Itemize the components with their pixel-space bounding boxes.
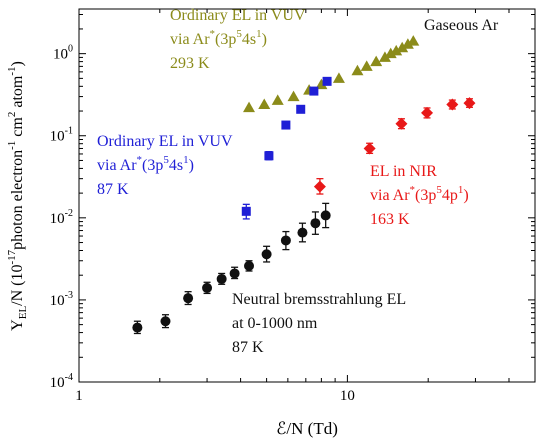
data-point	[315, 78, 328, 90]
x-tick-label: 10	[340, 388, 355, 404]
data-point	[332, 72, 345, 83]
data-point	[446, 98, 459, 111]
data-point	[258, 98, 271, 110]
data-point	[202, 282, 213, 293]
data-point	[280, 235, 291, 246]
data-point	[360, 60, 373, 71]
y-axis-label: YEL/N (10-17photon electron-1 cm2 atom-1…	[6, 61, 29, 331]
data-point	[264, 151, 274, 161]
data-point	[384, 47, 397, 59]
y-tick-label: 100	[53, 44, 73, 63]
data-point	[378, 51, 391, 62]
x-tick-label: 1	[75, 388, 83, 404]
y-tick-label: 10-3	[50, 290, 73, 309]
series-circle	[132, 202, 331, 335]
y-tick-label: 10-1	[50, 126, 73, 145]
data-point	[396, 41, 409, 53]
data-point	[183, 293, 194, 304]
data-point	[463, 97, 476, 110]
data-point	[320, 210, 331, 221]
data-point	[297, 227, 308, 238]
data-point	[351, 64, 364, 76]
data-point	[241, 206, 251, 216]
data-point	[160, 316, 171, 327]
data-point	[132, 322, 143, 333]
data-point	[390, 44, 403, 56]
y-tick-label: 10-2	[50, 208, 73, 227]
x-axis-label: ℰ/N (Td)	[276, 419, 338, 438]
data-point	[261, 249, 272, 260]
annotation-label: Neutral bremsstrahlung EL at 0-1000 nm 87 …	[232, 291, 406, 356]
data-point	[401, 38, 414, 49]
plot-frame	[78, 8, 536, 383]
data-point	[309, 86, 319, 96]
data-point	[363, 142, 376, 155]
data-point	[313, 180, 326, 193]
data-point	[407, 35, 420, 46]
data-point	[322, 76, 332, 86]
data-point	[395, 117, 408, 130]
data-point	[244, 260, 255, 271]
data-point	[370, 55, 383, 67]
data-point	[281, 120, 291, 130]
data-point	[271, 94, 284, 105]
data-point	[216, 273, 227, 284]
data-point	[296, 104, 306, 114]
y-tick-label: 10-4	[50, 372, 73, 391]
data-point	[421, 106, 434, 119]
data-point	[243, 101, 256, 113]
series-diamond	[313, 97, 476, 195]
data-point	[287, 90, 300, 102]
data-point	[310, 218, 321, 229]
series-square	[241, 76, 332, 220]
annotation-label: Gaseous Ar	[424, 17, 499, 34]
data-point	[229, 268, 240, 279]
